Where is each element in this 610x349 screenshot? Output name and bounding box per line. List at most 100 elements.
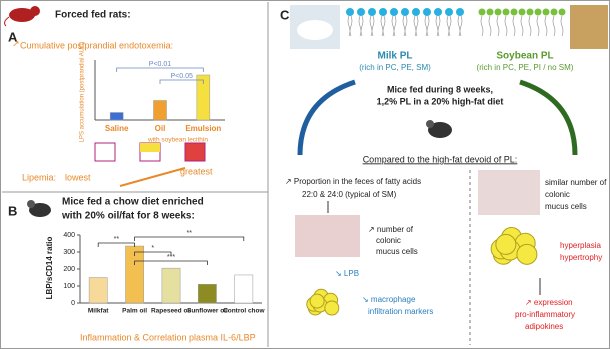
annotation: ** — [186, 230, 192, 237]
lipid-head — [494, 8, 502, 16]
milk-note: (rich in PC, PE, SM) — [359, 63, 431, 72]
x-tick-label: Saline — [105, 124, 129, 133]
lipid-head — [456, 8, 464, 16]
x-tick-label: Sunflower oil — [187, 308, 228, 315]
bracket — [97, 242, 135, 247]
lipid-tail — [446, 15, 452, 37]
lipid-tail — [435, 15, 441, 37]
lipid-tail — [369, 15, 375, 37]
annotation: P<0.05 — [170, 73, 192, 80]
chart-title: Cumulative postprandial endotoxemia: — [20, 40, 173, 50]
y-tick-label: 300 — [63, 249, 75, 256]
panel-title: with 20% oil/fat for 8 weeks: — [61, 211, 195, 222]
lipid-head — [368, 8, 376, 16]
x-tick-label: Milkfat — [88, 308, 109, 315]
lipemia-label: Lipemia: — [22, 172, 56, 182]
lipid-tail — [480, 15, 484, 37]
panel-letter: B — [8, 203, 17, 218]
lipid-tail — [520, 15, 524, 37]
lipid-head — [346, 8, 354, 16]
right-text: colonic — [545, 190, 570, 199]
lipemia-square — [184, 142, 206, 162]
lipemia-greatest: greatest — [180, 166, 213, 176]
annotation: *** — [167, 254, 175, 261]
bar — [109, 112, 124, 121]
diet-text: Mice fed during 8 weeks, — [387, 84, 493, 94]
arrow — [519, 79, 578, 156]
lipid-tail — [347, 15, 353, 37]
arrow — [119, 167, 186, 187]
left-text: 22:0 & 24:0 (typical of SM) — [302, 190, 397, 199]
lipid-head — [478, 8, 486, 16]
adipocytes — [306, 288, 340, 316]
lipid-head — [558, 8, 566, 16]
adipocyte — [324, 300, 340, 316]
y-tick-label: 0 — [71, 300, 75, 307]
lipid-tail — [457, 15, 463, 37]
x-tick-label: Oil — [155, 124, 166, 133]
lipid-head — [401, 8, 409, 16]
lipid-head — [518, 8, 526, 16]
lipid-head — [534, 8, 542, 16]
lipid-tail — [512, 15, 516, 37]
lipid-head — [445, 8, 453, 16]
y-axis-label: LBP/sCD14 ratio — [45, 237, 54, 300]
soy-note: (rich in PC, PE, PI / no SM) — [477, 63, 574, 72]
rat-icon — [4, 6, 40, 27]
left-text: ↗ number of — [368, 225, 414, 234]
bracket — [134, 236, 245, 241]
panel-title: Mice fed a chow diet enriched — [62, 197, 204, 208]
right-text: ↗ expression — [525, 298, 573, 307]
milk-label: Milk PL — [377, 51, 412, 62]
bar — [198, 284, 217, 304]
lipid-head — [526, 8, 534, 16]
right-text: mucus cells — [545, 202, 587, 211]
x-tick-label: Control chow — [223, 308, 265, 315]
lipid-tail — [496, 15, 500, 37]
adipocyte — [495, 233, 517, 255]
bracket — [159, 79, 204, 84]
bracket — [134, 251, 172, 256]
lipid-head — [486, 8, 494, 16]
lipid-tail — [544, 15, 548, 37]
annotation: ** — [114, 236, 120, 243]
x-tick-label: Rapeseed oil — [151, 308, 191, 315]
lipid-head — [412, 8, 420, 16]
y-tick-label: 400 — [63, 232, 75, 239]
lipid-tail — [528, 15, 532, 37]
bar — [161, 267, 181, 304]
panel-letter: A — [8, 29, 18, 44]
lipid-head — [357, 8, 365, 16]
lipid-head — [390, 8, 398, 16]
soy-label: Soybean PL — [496, 51, 553, 62]
milk-image — [297, 20, 333, 40]
mouse-icon — [426, 120, 452, 138]
left-text: ↘ LPB — [335, 269, 359, 278]
lipid-tail — [402, 15, 408, 37]
x-tick-label: Palm oil — [122, 308, 147, 315]
left-text: ↘ macrophage — [362, 295, 416, 304]
panel-letter: C — [280, 7, 290, 22]
lipid-tail — [424, 15, 430, 37]
mouse-icon — [27, 200, 51, 217]
lipid-tail — [536, 15, 540, 37]
lipid-tail — [560, 15, 564, 37]
annotation: * — [151, 245, 154, 252]
y-tick-label: 100 — [63, 283, 75, 290]
lipemia-fill — [140, 143, 160, 152]
lipid-tail — [504, 15, 508, 37]
y-tick-label: 200 — [63, 266, 75, 273]
lipid-head — [550, 8, 558, 16]
left-text: mucus cells — [376, 247, 418, 256]
histology-image — [478, 170, 540, 215]
lipid-tail — [380, 15, 386, 37]
lipid-tail — [358, 15, 364, 37]
phospholipids — [346, 8, 566, 37]
lipid-tail — [413, 15, 419, 37]
adipocytes — [490, 226, 538, 265]
bar — [196, 74, 211, 121]
lipid-tail — [391, 15, 397, 37]
diet-text: 1,2% PL in a 20% high-fat diet — [377, 96, 504, 106]
compare-text: Compared to the high-fat devoid of PL: — [363, 154, 518, 164]
